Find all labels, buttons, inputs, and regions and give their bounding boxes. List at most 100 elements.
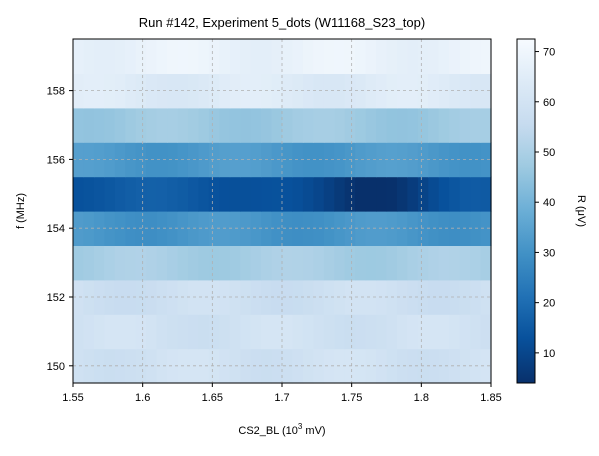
heatmap-cell [198, 279, 210, 315]
heatmap-cell [480, 279, 492, 315]
heatmap-cell [282, 142, 294, 178]
heatmap-cell [261, 314, 273, 350]
heatmap-cell [428, 245, 440, 281]
heatmap-cell [480, 39, 492, 74]
heatmap-cell [93, 39, 105, 74]
heatmap-cell [449, 142, 461, 178]
heatmap-cell [365, 73, 377, 109]
heatmap-cell [282, 73, 294, 109]
colorbar-tick-label: 70 [543, 47, 555, 59]
heatmap-cell [282, 211, 294, 246]
heatmap-cell [250, 279, 262, 315]
heatmap-cell [135, 107, 147, 143]
heatmap-cell [240, 245, 252, 281]
heatmap-cell [376, 245, 388, 281]
heatmap-cell [156, 348, 168, 384]
heatmap-cell [187, 314, 199, 350]
heatmap-cell [208, 142, 220, 178]
heatmap-cell [355, 142, 367, 178]
heatmap-cell [386, 176, 398, 212]
heatmap-cell [146, 314, 158, 350]
heatmap-cell [407, 245, 419, 281]
heatmap-cell [114, 142, 126, 178]
heatmap-cell [365, 176, 377, 212]
heatmap-cell [334, 245, 346, 281]
heatmap-cell [480, 314, 492, 350]
heatmap-cell [459, 39, 471, 74]
heatmap-cell [334, 176, 346, 212]
heatmap-cell [355, 211, 367, 246]
heatmap-cell [313, 107, 325, 143]
heatmap-cell [208, 211, 220, 246]
heatmap-cell [271, 314, 283, 350]
heatmap-cell [114, 314, 126, 350]
heatmap-cell [250, 211, 262, 246]
heatmap-cell [73, 211, 85, 246]
heatmap-cell [187, 176, 199, 212]
heatmap-cell [83, 176, 95, 212]
heatmap-cell [396, 73, 408, 109]
heatmap-cell [438, 39, 450, 74]
heatmap-cell [73, 314, 85, 350]
heatmap-cell [156, 73, 168, 109]
heatmap-cell [83, 245, 95, 281]
heatmap-cell [365, 245, 377, 281]
heatmap-cell [125, 348, 137, 384]
heatmap-cell [240, 279, 252, 315]
heatmap-cell [240, 142, 252, 178]
heatmap-cell [323, 245, 335, 281]
heatmap-cell [396, 348, 408, 384]
heatmap-cell [313, 176, 325, 212]
heatmap-cell [229, 314, 241, 350]
heatmap-cell [167, 142, 179, 178]
heatmap-cell [167, 73, 179, 109]
heatmap-cell [344, 245, 356, 281]
heatmap-cell [219, 176, 231, 212]
heatmap-cell [386, 245, 398, 281]
heatmap-cell [334, 107, 346, 143]
heatmap-cell [261, 245, 273, 281]
heatmap-cell [240, 107, 252, 143]
heatmap-cell [198, 245, 210, 281]
colorbar-tick-label: 60 [543, 97, 555, 109]
heatmap-cell [470, 245, 482, 281]
heatmap-cell [83, 142, 95, 178]
heatmap-cell [250, 245, 262, 281]
heatmap-cell [396, 314, 408, 350]
heatmap-cell [449, 39, 461, 74]
x-tick-label: 1.65 [202, 392, 223, 404]
heatmap-cell [428, 314, 440, 350]
heatmap-cell [271, 245, 283, 281]
heatmap-cell [396, 142, 408, 178]
heatmap-cell [449, 314, 461, 350]
heatmap-cell [250, 314, 262, 350]
heatmap-cell [135, 314, 147, 350]
y-tick-label: 152 [47, 292, 65, 304]
heatmap-cell [292, 107, 304, 143]
heatmap-cell [292, 245, 304, 281]
heatmap-cell [470, 176, 482, 212]
x-tick-label: 1.8 [414, 392, 429, 404]
heatmap-cell [198, 73, 210, 109]
heatmap-cell [167, 314, 179, 350]
heatmap-cell [229, 39, 241, 74]
heatmap-cell [365, 348, 377, 384]
y-axis-ticks: 150 152 154 156 158 [47, 86, 73, 373]
heatmap-cell [396, 107, 408, 143]
heatmap-cell [282, 279, 294, 315]
heatmap-cell [156, 279, 168, 315]
heatmap-cell [114, 211, 126, 246]
heatmap-cell [156, 142, 168, 178]
heatmap-cell [240, 73, 252, 109]
heatmap-cell [470, 314, 482, 350]
heatmap-cell [187, 245, 199, 281]
heatmap-cell [355, 245, 367, 281]
heatmap-cell [449, 279, 461, 315]
heatmap-cell [282, 314, 294, 350]
heatmap-cell [407, 314, 419, 350]
heatmap-cell [198, 211, 210, 246]
heatmap-cell [250, 176, 262, 212]
heatmap-cell [323, 39, 335, 74]
heatmap-cell [167, 176, 179, 212]
